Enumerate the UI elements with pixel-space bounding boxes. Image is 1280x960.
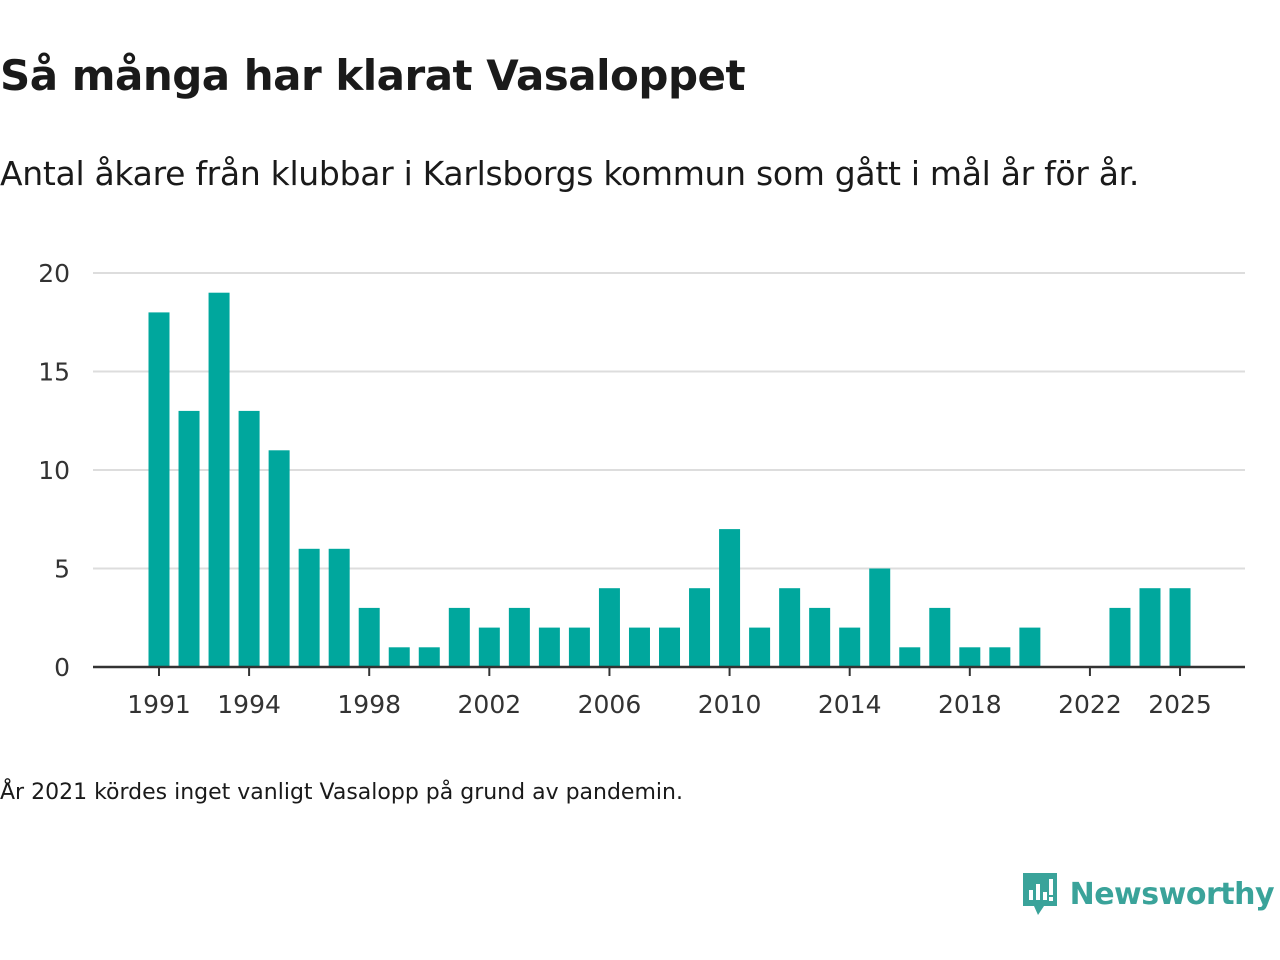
bar-2003 xyxy=(508,607,530,667)
x-tick-label: 2025 xyxy=(1148,690,1212,719)
x-tick-label: 2010 xyxy=(698,690,762,719)
bar-1995 xyxy=(268,450,290,667)
bar-1997 xyxy=(328,548,350,667)
bar-2009 xyxy=(689,588,711,667)
y-tick-label: 15 xyxy=(38,358,70,387)
bar-2006 xyxy=(598,588,620,667)
x-tick-label: 2002 xyxy=(458,690,522,719)
bar-2005 xyxy=(568,627,590,667)
bar-1994 xyxy=(238,410,260,667)
footnote: År 2021 kördes inget vanligt Vasalopp på… xyxy=(0,780,683,805)
bar-2018 xyxy=(959,647,981,667)
y-tick-label: 20 xyxy=(38,259,70,288)
newsworthy-logo-icon xyxy=(1022,873,1057,915)
bar-2002 xyxy=(478,627,500,667)
brand-logo: Newsworthy xyxy=(1020,866,1275,922)
bar-2025 xyxy=(1169,588,1191,667)
x-axis xyxy=(93,665,1245,676)
x-axis-labels: 1991 1994 1998 2002 2006 2010 2014 2018 2022 2025 xyxy=(127,690,1212,719)
brand-name: Newsworthy xyxy=(1069,876,1275,912)
bar-2014 xyxy=(839,627,861,667)
x-tick-label: 2022 xyxy=(1058,690,1122,719)
bar-1993 xyxy=(208,292,230,667)
bar-2012 xyxy=(779,588,801,667)
x-tick-label: 1998 xyxy=(337,690,401,719)
x-tick-label: 1991 xyxy=(127,690,191,719)
bar-1992 xyxy=(178,410,200,667)
bar-2019 xyxy=(989,647,1011,667)
bar-2017 xyxy=(929,607,951,667)
bar-1996 xyxy=(298,548,320,667)
bar-1998 xyxy=(358,607,380,667)
bar-1991 xyxy=(148,312,170,667)
bar-2004 xyxy=(538,627,560,667)
bar-2000 xyxy=(418,647,440,667)
bar-2016 xyxy=(899,647,921,667)
bars xyxy=(148,292,1191,667)
bar-2010 xyxy=(719,529,741,667)
bar-2008 xyxy=(659,627,681,667)
bar-2011 xyxy=(749,627,771,667)
y-tick-label: 0 xyxy=(54,653,70,682)
bar-2013 xyxy=(809,607,831,667)
bar-1999 xyxy=(388,647,410,667)
x-tick-label: 2018 xyxy=(938,690,1002,719)
bar-2024 xyxy=(1139,588,1161,667)
bar-2023 xyxy=(1109,607,1131,667)
bar-2015 xyxy=(869,568,891,667)
y-tick-label: 10 xyxy=(38,456,70,485)
bar-chart: 0 5 10 15 20 1991 1994 1998 2002 2006 2010 2014 201… xyxy=(38,259,1245,719)
bar-2001 xyxy=(448,607,470,667)
x-tick-label: 2014 xyxy=(818,690,882,719)
gridlines xyxy=(93,272,1245,570)
chart-title: Så många har klarat Vasaloppet xyxy=(0,51,746,100)
y-axis-labels: 0 5 10 15 20 xyxy=(38,259,70,682)
y-tick-label: 5 xyxy=(54,555,70,584)
x-tick-label: 2006 xyxy=(578,690,642,719)
chart-subtitle: Antal åkare från klubbar i Karlsborgs ko… xyxy=(0,154,1140,193)
x-tick-label: 1994 xyxy=(217,690,281,719)
bar-2007 xyxy=(628,627,650,667)
bar-2020 xyxy=(1019,627,1041,667)
